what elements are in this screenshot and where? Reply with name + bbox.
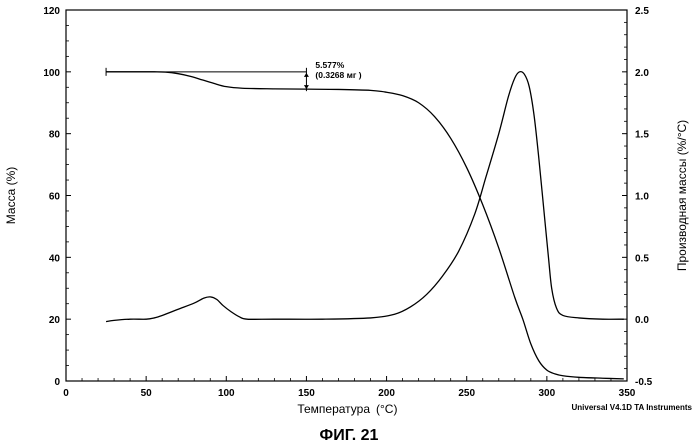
- y-left-tick-label: 20: [49, 315, 61, 326]
- y-right-tick-label: 2.5: [635, 6, 649, 17]
- annotation-arrow-up: [304, 73, 309, 77]
- y-left-tick-label: 60: [49, 192, 61, 203]
- y-left-tick-label: 40: [49, 253, 61, 264]
- y-right-tick-label: 1.0: [635, 192, 649, 203]
- y-right-tick-label: -0.5: [635, 377, 653, 388]
- y-right-tick-label: 0.0: [635, 315, 649, 326]
- y-right-tick-label: 2.0: [635, 68, 649, 79]
- x-axis-unit: (°C): [376, 402, 397, 416]
- mass-curve: [106, 72, 624, 379]
- x-tick-label: 100: [218, 388, 235, 399]
- x-tick-label: 300: [539, 388, 556, 399]
- x-axis-label: Температура: [297, 402, 370, 416]
- annotation-percent: 5.577%: [315, 60, 344, 70]
- x-tick-label: 50: [141, 388, 153, 399]
- y-left-tick-label: 0: [54, 377, 60, 388]
- y-left-tick-label: 100: [43, 68, 60, 79]
- y-right-tick-label: 0.5: [635, 253, 649, 264]
- x-tick-label: 150: [298, 388, 315, 399]
- x-tick-label: 350: [619, 388, 636, 399]
- y-left-tick-label: 80: [49, 130, 61, 141]
- annotation-mass: (0.3268 мг ): [315, 70, 361, 80]
- figure-label: ФИГ. 21: [320, 427, 379, 444]
- y-right-tick-label: 1.5: [635, 130, 649, 141]
- x-tick-label: 200: [378, 388, 395, 399]
- mass-loss-annotation: 5.577%(0.3268 мг ): [106, 60, 362, 91]
- y-left-tick-label: 120: [43, 6, 60, 17]
- x-tick-label: 250: [458, 388, 475, 399]
- derivative-curve: [106, 72, 624, 322]
- x-tick-label: 0: [63, 388, 69, 399]
- ticks: 0 50 100 150 200 250 300 350 0 20 40 60 80 100 120 -0.5…: [43, 6, 652, 399]
- y-axis-left-label: Масса (%): [4, 167, 18, 224]
- instrument-credit: Universal V4.1D TA Instruments: [572, 403, 693, 412]
- tga-chart: 0 50 100 150 200 250 300 350 0 20 40 60 80 100 120 -0.5…: [0, 0, 699, 445]
- y-axis-right-label: Производная массы (%/°C): [675, 120, 689, 271]
